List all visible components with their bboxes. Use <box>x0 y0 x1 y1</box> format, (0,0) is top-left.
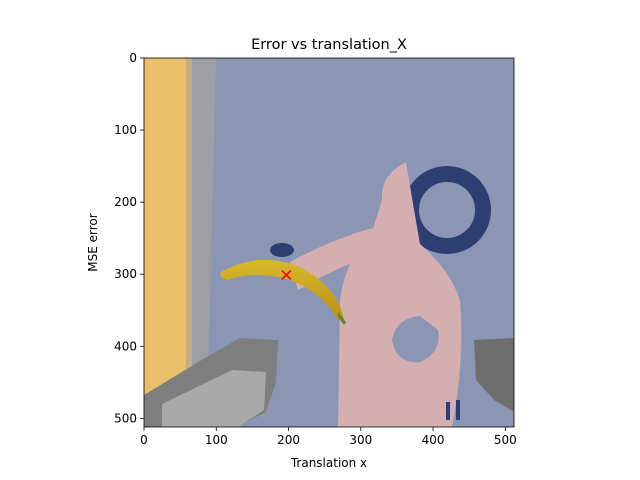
data-points <box>281 269 292 280</box>
chart-title: Error vs translation_X <box>251 37 407 53</box>
x-tick-label: 0 <box>140 433 148 447</box>
y-tick-label: 500 <box>114 411 137 425</box>
background-image <box>144 58 514 427</box>
y-axis-label: MSE error <box>86 213 100 271</box>
x-tick-label: 100 <box>205 433 228 447</box>
y-tick-label: 300 <box>114 267 137 281</box>
y-tick-label: 0 <box>129 51 137 65</box>
x-axis-label: Translation x <box>290 456 367 470</box>
data-point <box>281 269 292 280</box>
y-tick-label: 200 <box>114 195 137 209</box>
x-axis: 0 100 200 300 400 500 <box>140 427 517 447</box>
y-axis: 0 100 200 300 400 500 <box>114 51 144 425</box>
x-tick-label: 300 <box>349 433 372 447</box>
x-tick-label: 400 <box>422 433 445 447</box>
x-tick-label: 500 <box>494 433 517 447</box>
x-tick-label: 200 <box>277 433 300 447</box>
y-tick-label: 100 <box>114 123 137 137</box>
plot-frame <box>143 57 515 428</box>
y-tick-label: 400 <box>114 339 137 353</box>
